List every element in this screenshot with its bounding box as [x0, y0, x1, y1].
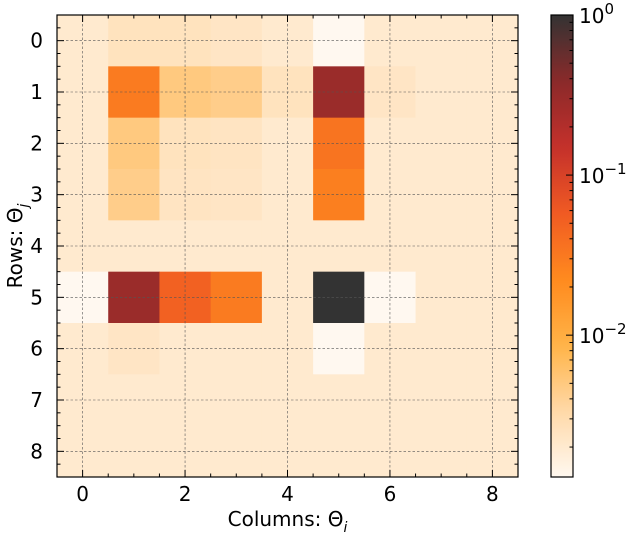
colorbar-frame — [550, 14, 574, 478]
heatmap-cell-r1-c5 — [313, 66, 365, 119]
heatmap-cell-r3-c5 — [313, 169, 365, 221]
heatmap-cell-r8-c5 — [313, 425, 365, 478]
x-axis-label-subscript: i — [343, 520, 347, 536]
x-axis-ticks: 0 2 4 6 8 — [56, 15, 519, 506]
heatmap-cell-r7-c0 — [57, 374, 109, 427]
y-tick-label: 4 — [30, 234, 43, 258]
heatmap-cell-r4-c3 — [210, 220, 263, 273]
x-axis-label: Columns: Θi — [228, 507, 348, 536]
heatmap-cell-r6-c3 — [210, 323, 263, 375]
heatmap-cell-r7-c3 — [210, 374, 263, 427]
heatmap-cell-r5-c5 — [313, 271, 365, 324]
y-tick-label: 6 — [30, 337, 43, 361]
x-axis-label-main: Columns: Θ — [228, 507, 344, 531]
heatmap-cell-r3-c3 — [210, 169, 263, 221]
x-tick-label: 0 — [76, 482, 89, 506]
y-axis-label: Rows: Θj — [3, 204, 32, 289]
heatmap-cell-r7-c8 — [466, 374, 519, 427]
heatmap-cell-r2-c3 — [210, 117, 263, 170]
plot-frame — [56, 14, 519, 478]
y-tick-label: 0 — [30, 29, 43, 53]
x-tick-label: 6 — [384, 482, 397, 506]
grid-lines — [57, 15, 518, 477]
y-tick-label: 2 — [30, 131, 43, 155]
x-tick-label: 8 — [486, 482, 499, 506]
colorbar-tick-label: 10−1 — [579, 160, 627, 188]
heatmap-cell-r5-c8 — [466, 271, 519, 324]
y-tick-label: 5 — [30, 285, 43, 309]
y-tick-label: 3 — [30, 183, 43, 207]
colorbar-ticks: 100 10−1 10−2 — [566, 0, 627, 448]
colorbar — [551, 15, 573, 477]
colorbar-tick-label: 100 — [579, 0, 614, 28]
y-tick-label: 8 — [30, 439, 43, 463]
heatmap-cell-r7-c5 — [313, 374, 365, 427]
colorbar-tick-label: 10−2 — [579, 320, 627, 348]
heatmap-cell-r0-c0 — [57, 15, 109, 67]
y-axis-label-subscript: j — [16, 204, 32, 210]
heatmap-cell-r0-c8 — [466, 15, 519, 67]
heatmap-cell-r1-c3 — [210, 66, 263, 119]
heatmap-cell-r2-c5 — [313, 117, 365, 170]
y-tick-label: 1 — [30, 80, 43, 104]
heatmap-cell-r8-c3 — [210, 425, 263, 478]
y-axis-label-main: Rows: Θ — [3, 208, 27, 289]
x-tick-label: 4 — [281, 482, 294, 506]
heatmap-cell-r5-c0 — [57, 271, 109, 324]
heatmap-cell-r0-c3 — [210, 15, 263, 67]
x-tick-label: 2 — [179, 482, 192, 506]
heatmap-cell-r0-c5 — [313, 15, 365, 67]
y-axis-ticks: 0 1 2 3 4 5 6 7 8 — [30, 14, 518, 478]
heatmap-cell-r6-c5 — [313, 323, 365, 375]
y-tick-label: 7 — [30, 388, 43, 412]
heatmap-cell-r5-c3 — [210, 271, 263, 324]
heatmap-cell-r4-c5 — [313, 220, 365, 273]
